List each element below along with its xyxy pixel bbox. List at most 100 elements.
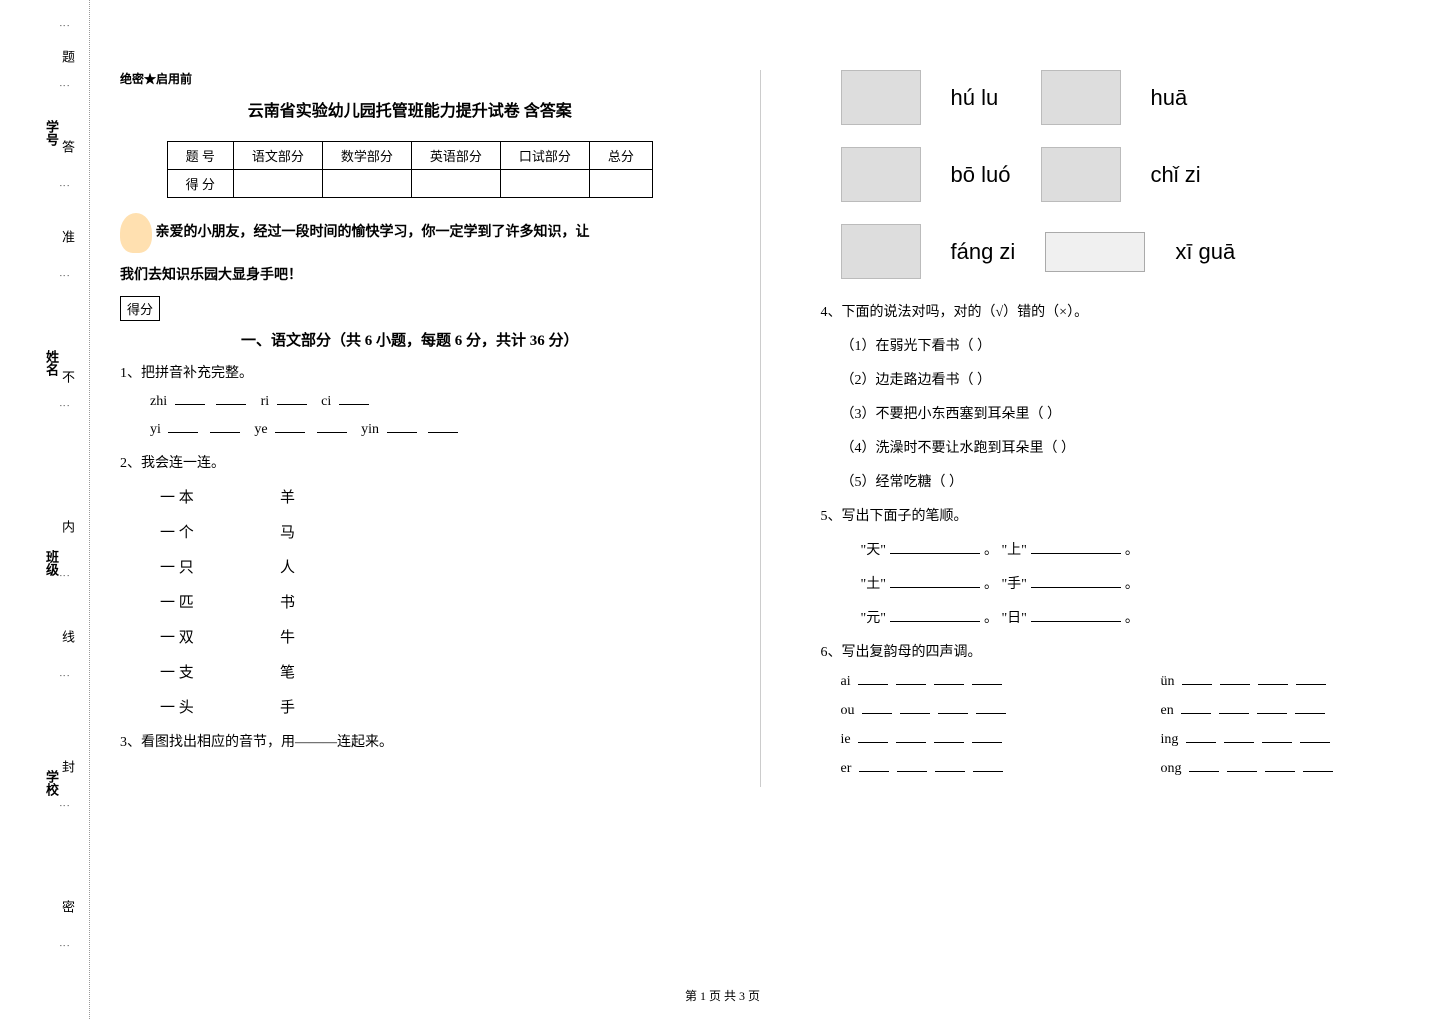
fill-blank[interactable] xyxy=(168,419,198,433)
fill-blank[interactable] xyxy=(976,700,1006,714)
judge-item[interactable]: （5）经常吃糖（ ） xyxy=(841,471,1401,491)
fill-blank[interactable] xyxy=(216,391,246,405)
score-cell[interactable] xyxy=(500,170,589,198)
binding-field-0: 学号 xyxy=(42,120,61,146)
section-1-title: 一、语文部分（共 6 小题，每题 6 分，共计 36 分） xyxy=(120,329,700,350)
score-header-4: 口试部分 xyxy=(500,142,589,170)
fill-blank[interactable] xyxy=(972,671,1002,685)
fill-blank[interactable] xyxy=(210,419,240,433)
page-content: 绝密★启用前 云南省实验幼儿园托管班能力提升试卷 含答案 题 号 语文部分 数学… xyxy=(120,70,1400,787)
q1-item-0: zhi xyxy=(150,394,167,409)
pair-right: 书 xyxy=(280,591,340,612)
fill-blank[interactable] xyxy=(1186,729,1216,743)
fill-blank[interactable] xyxy=(1031,608,1121,622)
fill-blank[interactable] xyxy=(896,729,926,743)
pinyin-row[interactable]: bō luó chǐ zi xyxy=(841,147,1401,202)
fill-blank[interactable] xyxy=(934,729,964,743)
score-cell[interactable] xyxy=(322,170,411,198)
judge-item[interactable]: （1）在弱光下看书（ ） xyxy=(841,335,1401,355)
fill-blank[interactable] xyxy=(862,700,892,714)
binding-field-3: 学校 xyxy=(42,770,61,796)
fill-blank[interactable] xyxy=(339,391,369,405)
fill-blank[interactable] xyxy=(275,419,305,433)
score-header-3: 英语部分 xyxy=(411,142,500,170)
pair-row[interactable]: 一 本羊 xyxy=(160,486,700,507)
fill-blank[interactable] xyxy=(897,758,927,772)
child-icon xyxy=(120,213,152,253)
fill-blank[interactable] xyxy=(973,758,1003,772)
score-header-2: 数学部分 xyxy=(322,142,411,170)
fill-blank[interactable] xyxy=(428,419,458,433)
fill-blank[interactable] xyxy=(890,540,980,554)
pair-left: 一 只 xyxy=(160,556,280,577)
pinyin-row[interactable]: hú lu huā xyxy=(841,70,1401,125)
table-row: 题 号 语文部分 数学部分 英语部分 口试部分 总分 xyxy=(167,142,652,170)
fill-blank[interactable] xyxy=(858,671,888,685)
fill-blank[interactable] xyxy=(387,419,417,433)
fill-blank[interactable] xyxy=(859,758,889,772)
q5-char-1a: "土" xyxy=(861,577,886,592)
secret-label: 绝密★启用前 xyxy=(120,70,700,87)
judge-item[interactable]: （3）不要把小东西塞到耳朵里（ ） xyxy=(841,403,1401,423)
score-cell[interactable] xyxy=(411,170,500,198)
fill-blank[interactable] xyxy=(1257,700,1287,714)
binding-dash-6: ⋮ xyxy=(58,570,71,587)
q4-item-2: （3）不要把小东西塞到耳朵里（ ） xyxy=(841,407,1062,422)
pineapple-icon xyxy=(841,70,921,125)
q5-char-1b: "手" xyxy=(1001,577,1026,592)
q5-char-0b: "上" xyxy=(1001,543,1026,558)
fill-blank[interactable] xyxy=(935,758,965,772)
score-cell[interactable] xyxy=(233,170,322,198)
fill-blank[interactable] xyxy=(1220,671,1250,685)
fill-blank[interactable] xyxy=(896,671,926,685)
score-row2: 得 分 xyxy=(167,170,233,198)
fill-blank[interactable] xyxy=(890,608,980,622)
pair-row[interactable]: 一 匹书 xyxy=(160,591,700,612)
fill-blank[interactable] xyxy=(858,729,888,743)
pair-row[interactable]: 一 支笔 xyxy=(160,661,700,682)
binding-label-5: 线 xyxy=(58,630,77,643)
fill-blank[interactable] xyxy=(277,391,307,405)
fill-blank[interactable] xyxy=(1182,671,1212,685)
q6-l-1: ou xyxy=(841,703,855,718)
fill-blank[interactable] xyxy=(900,700,930,714)
q6-body: ai ün ou en ie ing er ong xyxy=(821,671,1401,777)
fill-blank[interactable] xyxy=(1031,574,1121,588)
binding-dash-9: ⋮ xyxy=(58,940,71,957)
fill-blank[interactable] xyxy=(1227,758,1257,772)
judge-item[interactable]: （4）洗澡时不要让水跑到耳朵里（ ） xyxy=(841,437,1401,457)
fill-blank[interactable] xyxy=(1181,700,1211,714)
fill-blank[interactable] xyxy=(890,574,980,588)
table-row: 得 分 xyxy=(167,170,652,198)
fill-blank[interactable] xyxy=(175,391,205,405)
fill-blank[interactable] xyxy=(934,671,964,685)
fill-blank[interactable] xyxy=(317,419,347,433)
fill-blank[interactable] xyxy=(1219,700,1249,714)
pair-row[interactable]: 一 双牛 xyxy=(160,626,700,647)
ruler-icon xyxy=(1045,232,1145,272)
fill-blank[interactable] xyxy=(1303,758,1333,772)
pair-row[interactable]: 一 个马 xyxy=(160,521,700,542)
fill-blank[interactable] xyxy=(1265,758,1295,772)
fill-blank[interactable] xyxy=(1224,729,1254,743)
fill-blank[interactable] xyxy=(1258,671,1288,685)
tone-row: er ong xyxy=(841,758,1401,777)
fill-blank[interactable] xyxy=(972,729,1002,743)
fill-blank[interactable] xyxy=(1189,758,1219,772)
q3-title: 3、看图找出相应的音节，用———连起来。 xyxy=(120,731,700,751)
q1-item-4: ye xyxy=(254,422,267,437)
fill-blank[interactable] xyxy=(1262,729,1292,743)
score-cell[interactable] xyxy=(589,170,652,198)
q2-body: 一 本羊 一 个马 一 只人 一 匹书 一 双牛 一 支笔 一 头手 xyxy=(120,486,700,717)
fill-blank[interactable] xyxy=(1031,540,1121,554)
q6-r-2: ing xyxy=(1161,732,1179,747)
fill-blank[interactable] xyxy=(1300,729,1330,743)
pair-row[interactable]: 一 只人 xyxy=(160,556,700,577)
judge-item[interactable]: （2）边走路边看书（ ） xyxy=(841,369,1401,389)
pair-row[interactable]: 一 头手 xyxy=(160,696,700,717)
fill-blank[interactable] xyxy=(938,700,968,714)
column-divider xyxy=(760,70,761,787)
pinyin-row[interactable]: fáng zi xī guā xyxy=(841,224,1401,279)
fill-blank[interactable] xyxy=(1296,671,1326,685)
fill-blank[interactable] xyxy=(1295,700,1325,714)
